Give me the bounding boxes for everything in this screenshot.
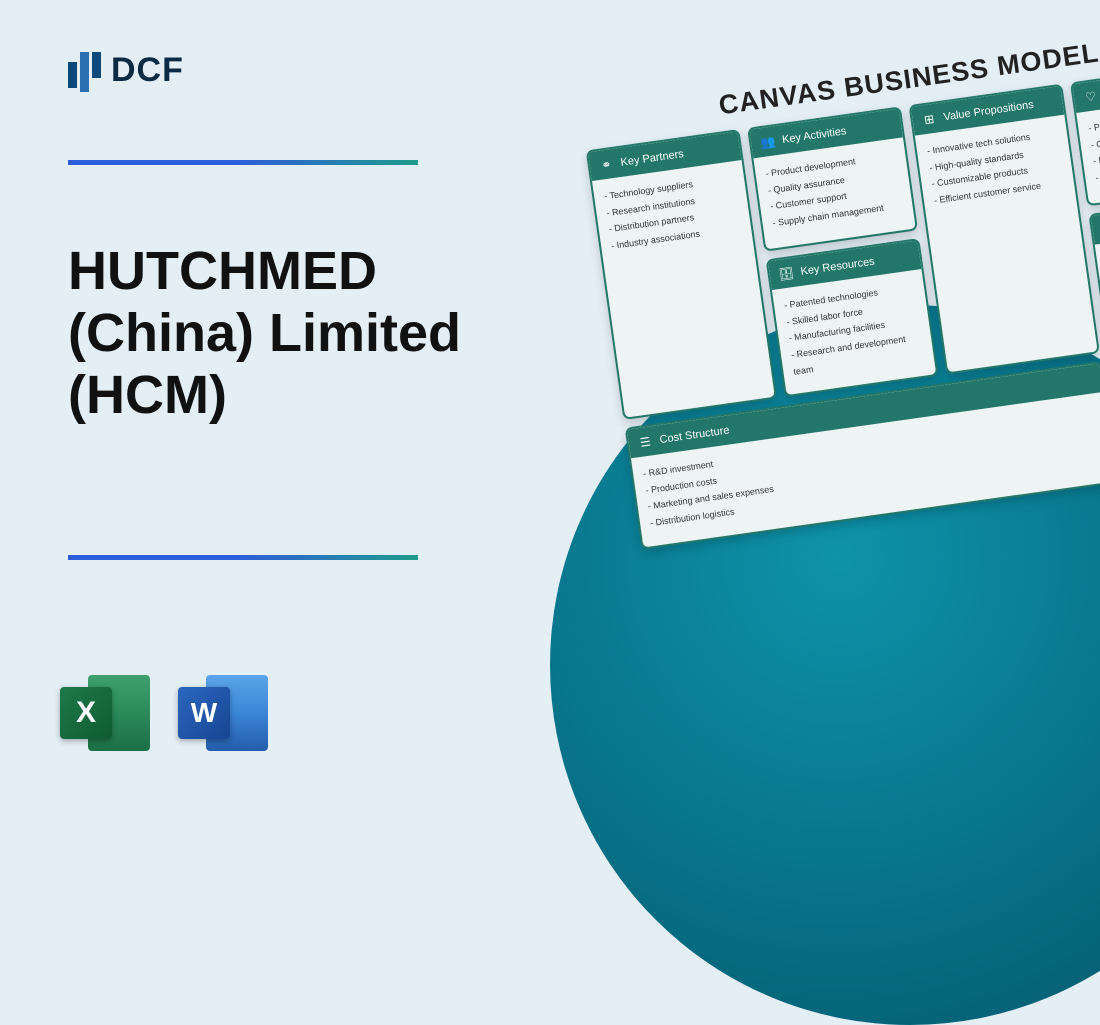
heart-icon: ♡ [1082, 88, 1099, 105]
card-key-activities: 👥Key Activities Product developmentQuali… [747, 106, 918, 251]
divider-bottom [68, 555, 418, 560]
card-value-propositions: ⊞Value Propositions Innovative tech solu… [909, 84, 1100, 375]
gift-icon: ⊞ [921, 111, 938, 128]
divider-top [68, 160, 418, 165]
card-key-resources: 🗄Key Resources Patented technologiesSkil… [766, 238, 939, 397]
brand-logo: DCF [68, 48, 184, 92]
link-icon: ⚭ [598, 156, 615, 173]
excel-icon: X [60, 669, 150, 757]
people-icon: 👥 [759, 133, 776, 150]
page-title: HUTCHMED (China) Limited (HCM) [68, 240, 548, 426]
database-icon: 🗄 [778, 265, 795, 282]
logo-bars-icon [68, 48, 101, 92]
brand-name: DCF [111, 51, 184, 90]
card-key-partners: ⚭Key Partners Technology suppliersResear… [586, 129, 777, 420]
sliders-icon: ☰ [637, 433, 654, 450]
canvas-preview: CANVAS BUSINESS MODEL ⚭Key Partners Tech… [580, 18, 1100, 549]
word-icon: W [178, 669, 268, 757]
file-type-icons: X W [60, 669, 268, 757]
